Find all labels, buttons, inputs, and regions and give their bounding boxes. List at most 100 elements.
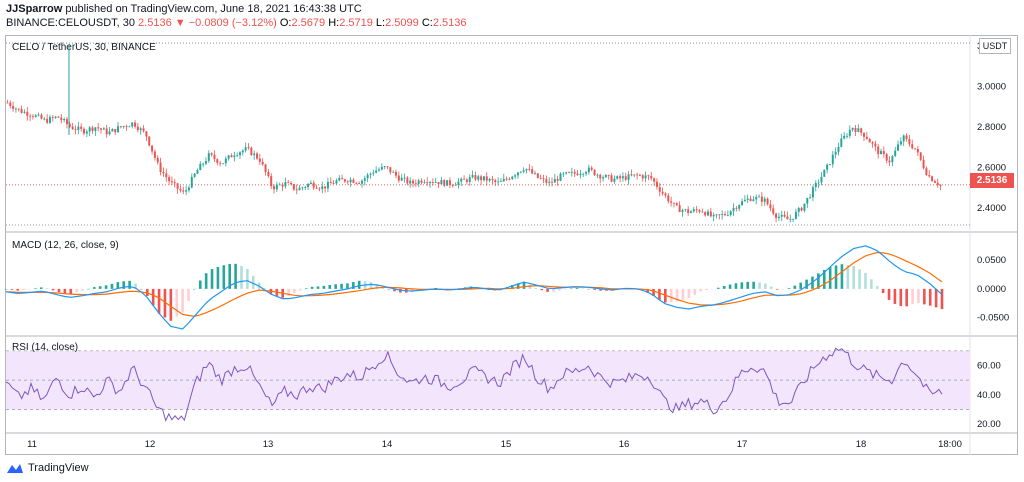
macd-histogram-bar (558, 288, 561, 291)
candle-body (621, 176, 624, 179)
macd-histogram-bar (864, 272, 867, 289)
candle-body (837, 146, 840, 152)
candle-body (590, 167, 593, 170)
macd-histogram-bar (728, 284, 732, 289)
candle-body (670, 201, 673, 203)
macd-histogram-bar (917, 288, 920, 304)
candle-body (607, 175, 610, 176)
candle-body (471, 175, 474, 178)
candle-body (820, 176, 823, 183)
candle-body (14, 108, 17, 110)
time-tick-label: 12 (145, 439, 156, 450)
candle-body (545, 178, 548, 183)
candle-body (491, 178, 494, 181)
candle-body (848, 129, 851, 136)
candle-body (914, 148, 917, 150)
candle-body (46, 118, 49, 123)
macd-histogram-bar (134, 283, 137, 289)
candle-body (732, 207, 735, 212)
candle-body (922, 159, 925, 169)
candle-body (290, 182, 293, 185)
candle-body (128, 126, 131, 128)
time-tick-label: 15 (501, 439, 512, 450)
candle-body (809, 197, 812, 199)
close-value: 2.5136 (432, 17, 467, 29)
candle-body (216, 159, 219, 163)
candle-body (451, 185, 454, 186)
macd-histogram-bar (75, 288, 78, 293)
macd-histogram-bar (334, 284, 337, 289)
candle-body (190, 176, 193, 188)
candle-body (863, 132, 865, 137)
candle-body (925, 168, 928, 176)
candle-body (426, 182, 429, 184)
candle-body (684, 209, 687, 211)
currency-button[interactable]: USDT (979, 38, 1011, 54)
candle-body (153, 151, 156, 158)
candle-body (814, 182, 817, 188)
candle-body (902, 135, 905, 142)
candle-body (213, 154, 216, 160)
candle-body (882, 151, 885, 155)
candle-body (383, 166, 386, 168)
candle-body (392, 171, 395, 173)
macd-histogram-bar (652, 288, 655, 297)
macd-histogram-bar (593, 288, 596, 290)
macd-histogram-bar (858, 269, 861, 289)
candle-body (312, 182, 315, 188)
macd-histogram-bar (687, 288, 691, 299)
candle-body (162, 172, 165, 174)
macd-histogram-bar (57, 288, 61, 293)
candle-body (377, 169, 380, 171)
candle-body (77, 126, 80, 130)
candle-body (570, 171, 573, 173)
candle-body (65, 119, 68, 125)
candle-body (397, 175, 400, 181)
macd-histogram-bar (734, 283, 738, 289)
macd-histogram-bar (828, 267, 832, 289)
candle-body (880, 151, 883, 155)
tradingview-logo[interactable]: TradingView (6, 461, 89, 475)
price-tick-label: 2.6000 (977, 162, 1006, 173)
candle-body (329, 182, 332, 184)
candle-body (12, 106, 15, 109)
candle-body (29, 115, 32, 117)
candle-body (349, 179, 352, 183)
macd-histogram-bar (375, 284, 379, 289)
candle-body (134, 122, 137, 127)
candle-body (202, 163, 205, 165)
candle-body (403, 177, 406, 179)
candle-body (233, 155, 236, 158)
candle-body (789, 219, 792, 220)
candle-body (324, 186, 327, 189)
macd-histogram-bar (263, 288, 267, 289)
candle-body (417, 180, 420, 184)
candle-body (224, 158, 227, 164)
macd-histogram-bar (522, 281, 526, 289)
candle-body (738, 205, 741, 209)
candle-body (675, 203, 678, 206)
candle-body (928, 175, 931, 177)
candle-body (755, 197, 758, 200)
macd-histogram-bar (240, 265, 243, 289)
candle-body (758, 196, 761, 198)
candle-body (219, 162, 222, 164)
candle-body (17, 108, 20, 110)
macd-histogram-bar (569, 288, 573, 290)
ticker-label: BINANCE:CELOUSDT, 30 (6, 17, 135, 29)
macd-histogram-bar (764, 283, 767, 289)
candle-body (460, 178, 463, 182)
author-name[interactable]: JJSparrow (6, 3, 63, 15)
last-price: 2.5136 (138, 17, 172, 29)
candle-body (474, 175, 477, 180)
macd-histogram-bar (534, 288, 538, 289)
candle-body (142, 128, 145, 132)
candle-body (514, 175, 517, 177)
candle-body (698, 210, 701, 212)
candle-body (389, 167, 392, 173)
macd-histogram-bar (357, 280, 361, 289)
candle-body (536, 173, 539, 178)
candle-body (71, 126, 74, 130)
candle-body (457, 181, 460, 185)
